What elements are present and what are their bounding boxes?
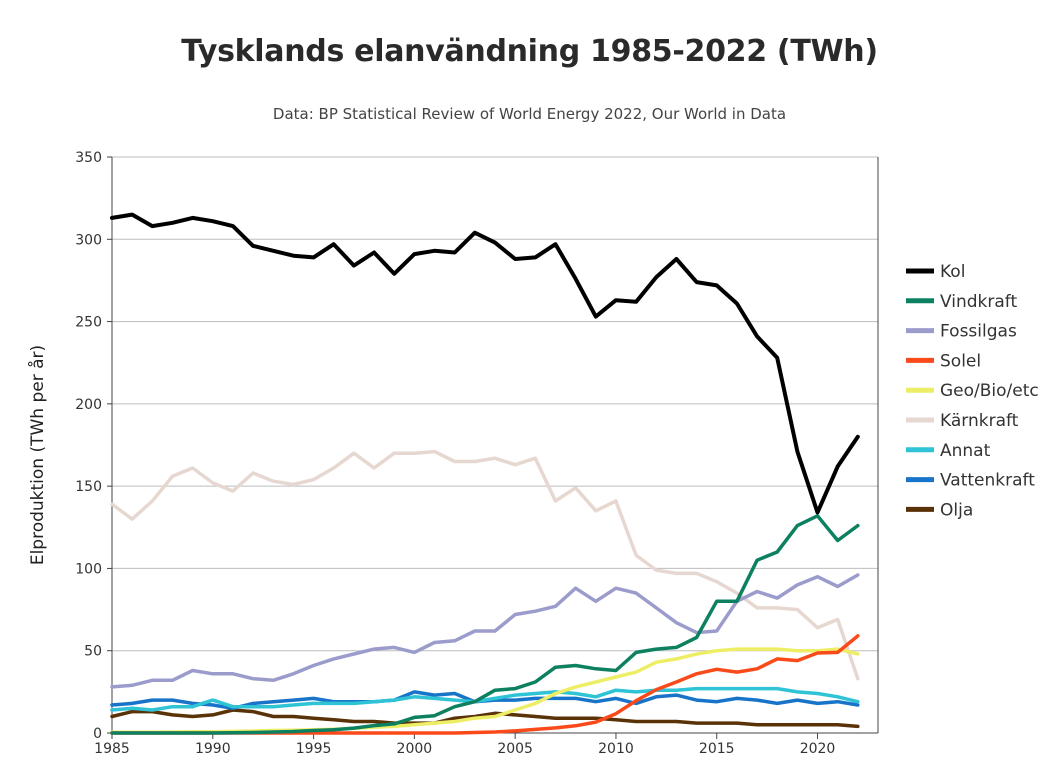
legend-label: Kärnkraft bbox=[940, 411, 1019, 431]
legend-label: Kol bbox=[940, 262, 965, 282]
y-tick-label: 100 bbox=[75, 561, 102, 577]
legend: Kol Vindkraft Fossilgas Solel Geo/Bio/etc Kär… bbox=[906, 262, 1039, 520]
y-tick-label: 250 bbox=[75, 315, 102, 331]
x-tick-label: 2015 bbox=[699, 741, 735, 757]
x-tick-label: 1990 bbox=[195, 741, 231, 757]
y-tick-label: 200 bbox=[75, 397, 102, 413]
legend-label: Olja bbox=[940, 500, 973, 520]
x-tick-label: 1995 bbox=[296, 741, 332, 757]
series-line-fossilgas bbox=[110, 573, 860, 689]
y-tick-label: 50 bbox=[84, 644, 102, 660]
x-tick-label: 1985 bbox=[94, 741, 130, 757]
y-tick-label: 300 bbox=[75, 232, 102, 248]
series-line-k-rnkraft bbox=[110, 449, 860, 681]
x-tick-label: 2010 bbox=[598, 741, 634, 757]
grid-lines bbox=[112, 156, 878, 652]
chart-subtitle: Data: BP Statistical Review of World Ene… bbox=[272, 105, 787, 123]
x-tick-label: 2000 bbox=[397, 741, 433, 757]
series-line-kol bbox=[110, 212, 860, 515]
legend-label: Geo/Bio/etc bbox=[940, 381, 1039, 401]
series-line-olja bbox=[110, 708, 860, 729]
series-line-annat bbox=[110, 686, 860, 712]
series-line-vindkraft bbox=[110, 514, 860, 735]
y-tick-label: 350 bbox=[75, 150, 102, 166]
x-tick-label: 2020 bbox=[800, 741, 836, 757]
axes: 0 50 100 150 200 250 300 350 1985 1990 1995 2000 200… bbox=[75, 150, 879, 757]
legend-label: Vattenkraft bbox=[940, 471, 1035, 491]
legend-label: Fossilgas bbox=[940, 322, 1017, 342]
series-line-geo-bio-etc bbox=[110, 647, 860, 734]
chart-title: Tysklands elanvändning 1985-2022 (TWh) bbox=[181, 34, 878, 69]
legend-label: Annat bbox=[940, 441, 991, 461]
y-tick-label: 150 bbox=[75, 479, 102, 495]
y-axis-label: Elproduktion (TWh per år) bbox=[27, 345, 48, 565]
series-lines bbox=[110, 212, 860, 735]
legend-label: Vindkraft bbox=[940, 292, 1017, 312]
x-tick-label: 2005 bbox=[497, 741, 533, 757]
y-tick-label: 0 bbox=[93, 726, 102, 742]
legend-label: Solel bbox=[940, 351, 981, 371]
